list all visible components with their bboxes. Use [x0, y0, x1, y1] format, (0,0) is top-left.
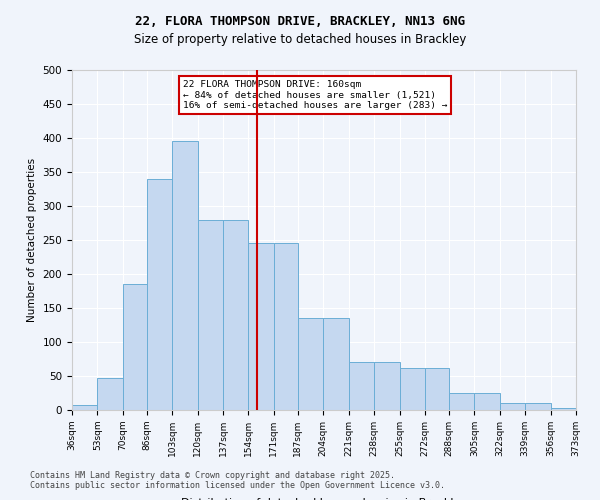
- Bar: [500, 403, 525, 410]
- Bar: [97, 378, 123, 410]
- Bar: [323, 318, 349, 410]
- Bar: [449, 393, 475, 410]
- Bar: [425, 368, 449, 410]
- Bar: [72, 405, 97, 410]
- Bar: [172, 142, 197, 410]
- Bar: [248, 244, 274, 410]
- Bar: [525, 403, 551, 410]
- Text: 22 FLORA THOMPSON DRIVE: 160sqm
← 84% of detached houses are smaller (1,521)
16%: 22 FLORA THOMPSON DRIVE: 160sqm ← 84% of…: [183, 80, 448, 110]
- Bar: [274, 244, 298, 410]
- Bar: [223, 220, 248, 410]
- Text: Size of property relative to detached houses in Brackley: Size of property relative to detached ho…: [134, 32, 466, 46]
- Bar: [551, 408, 576, 410]
- Bar: [123, 284, 147, 410]
- Y-axis label: Number of detached properties: Number of detached properties: [27, 158, 37, 322]
- Bar: [298, 318, 323, 410]
- Bar: [374, 362, 400, 410]
- Bar: [197, 220, 223, 410]
- Bar: [147, 179, 172, 410]
- Bar: [349, 362, 374, 410]
- Text: Contains HM Land Registry data © Crown copyright and database right 2025.
Contai: Contains HM Land Registry data © Crown c…: [30, 470, 445, 490]
- X-axis label: Distribution of detached houses by size in Brackley: Distribution of detached houses by size …: [181, 498, 467, 500]
- Bar: [400, 368, 425, 410]
- Bar: [475, 393, 500, 410]
- Text: 22, FLORA THOMPSON DRIVE, BRACKLEY, NN13 6NG: 22, FLORA THOMPSON DRIVE, BRACKLEY, NN13…: [135, 15, 465, 28]
